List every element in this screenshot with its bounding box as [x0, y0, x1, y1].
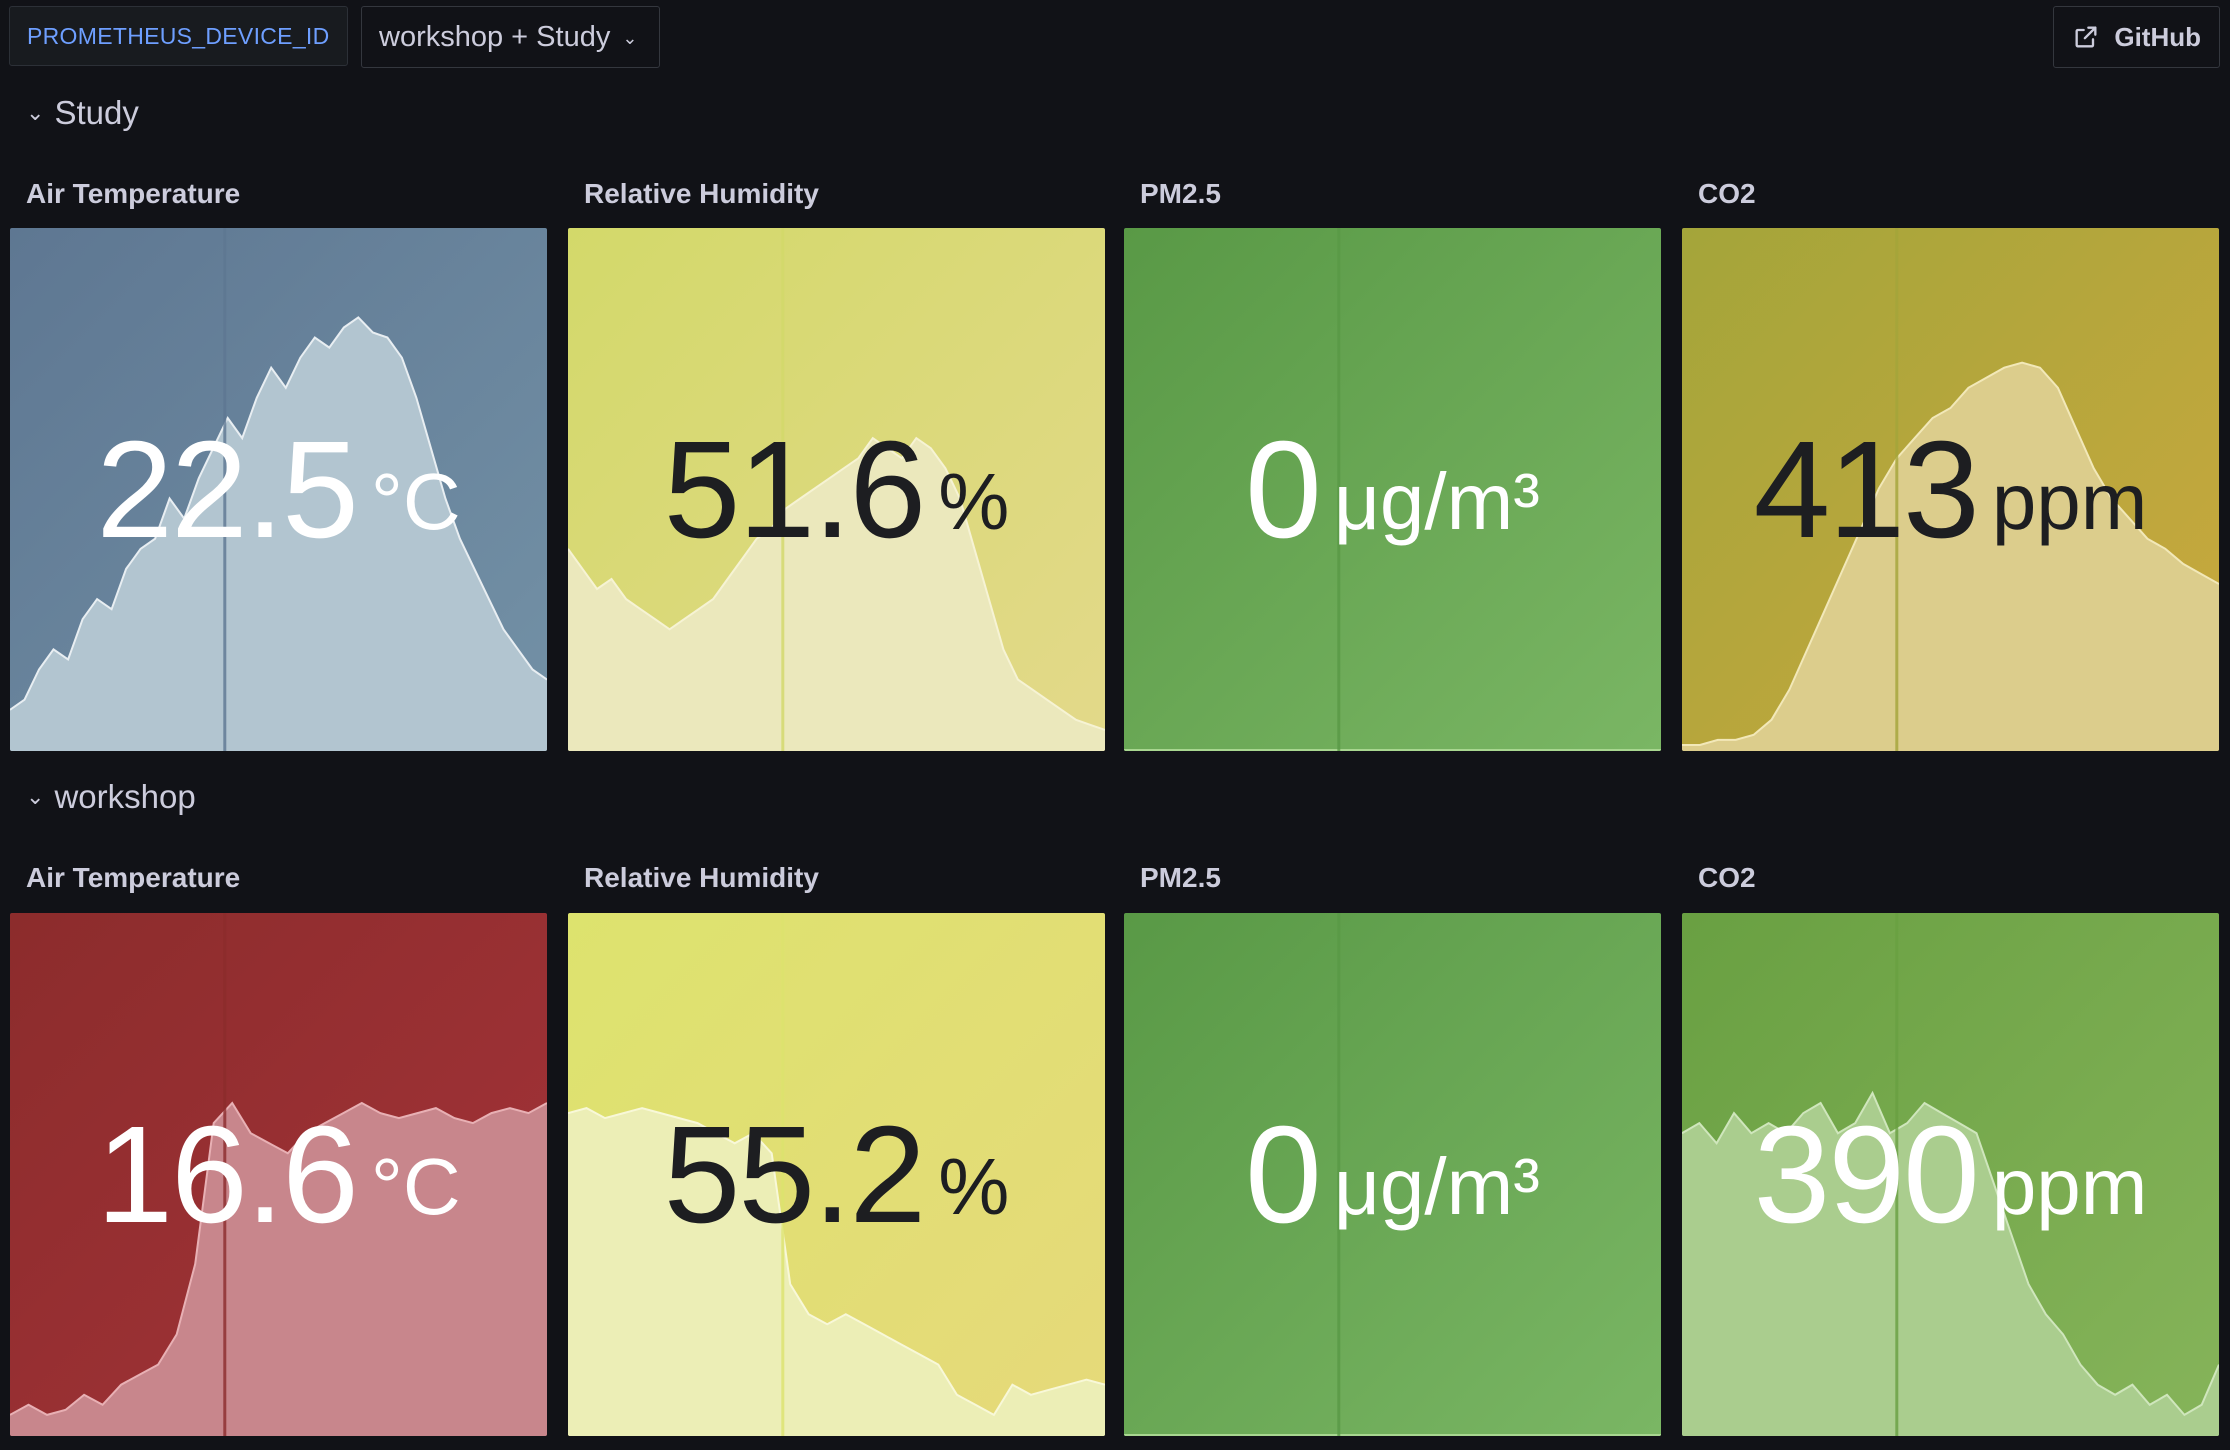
- row-header-study[interactable]: ⌄ Study: [26, 94, 139, 132]
- row-header-workshop[interactable]: ⌄ workshop: [26, 778, 196, 816]
- chevron-down-icon: ⌄: [622, 27, 638, 48]
- external-link-icon: [2075, 26, 2097, 48]
- chevron-down-icon: ⌄: [26, 100, 45, 125]
- stat-unit: %: [938, 1141, 1010, 1231]
- stat-panel[interactable]: 413 ppm: [1682, 228, 2219, 751]
- dashboard-toolbar: PROMETHEUS_DEVICE_ID workshop + Study ⌄ …: [0, 0, 2230, 72]
- stat-unit: μg/m³: [1333, 456, 1540, 546]
- github-link-button[interactable]: GitHub: [2053, 6, 2220, 68]
- stat-unit: %: [938, 456, 1010, 546]
- sparkline-line: [10, 1101, 547, 1416]
- sparkline-chart: [10, 913, 547, 1436]
- stat-value: 413: [1753, 412, 1980, 567]
- stat-panel[interactable]: 22.5 °C: [10, 228, 547, 751]
- chevron-down-icon: ⌄: [26, 784, 45, 809]
- stat-value: 55.2: [663, 1097, 927, 1252]
- stat-unit: °C: [370, 1141, 461, 1231]
- panel-title-relative-humidity: Relative Humidity: [584, 862, 819, 893]
- sparkline-chart: [1682, 228, 2219, 751]
- stat-value: 16.6: [96, 1097, 359, 1252]
- stat-unit: °C: [370, 456, 461, 546]
- stat-panel[interactable]: 16.6 °C: [10, 913, 547, 1436]
- stat-value: 22.5: [96, 412, 359, 567]
- sparkline-area: [568, 1108, 1105, 1436]
- stat-panel[interactable]: 55.2%: [568, 913, 1105, 1436]
- sparkline-chart: [10, 228, 547, 751]
- panel-title-co2: CO2: [1698, 862, 1756, 893]
- sparkline-chart: [568, 913, 1105, 1436]
- sparkline-line: [1682, 1090, 2219, 1417]
- stat-value: 0: [1245, 1097, 1322, 1252]
- variable-label: PROMETHEUS_DEVICE_ID: [9, 6, 348, 66]
- stat-unit: ppm: [1991, 456, 2148, 546]
- panel-title-co2: CO2: [1698, 178, 1756, 209]
- sparkline-area: [10, 317, 547, 751]
- panel-title-air-temperature: Air Temperature: [26, 862, 241, 893]
- sparkline-chart: [1124, 913, 1661, 1436]
- variable-select-value: workshop + Study: [379, 20, 611, 53]
- sparkline-area: [1682, 362, 2219, 751]
- stat-value: 51.6: [663, 412, 927, 567]
- variable-select[interactable]: workshop + Study ⌄: [361, 6, 661, 68]
- panel-title-pm25: PM2.5: [1140, 862, 1221, 893]
- github-label: GitHub: [2114, 21, 2201, 52]
- panel-title-air-temperature: Air Temperature: [26, 178, 241, 209]
- sparkline-chart: [1124, 228, 1661, 751]
- stat-unit: ppm: [1991, 1141, 2148, 1231]
- stat-unit: μg/m³: [1333, 1141, 1540, 1231]
- panel-title-pm25: PM2.5: [1140, 178, 1221, 209]
- panel-title-relative-humidity: Relative Humidity: [584, 178, 819, 209]
- row-title: workshop: [54, 778, 196, 815]
- sparkline-line: [1682, 361, 2219, 746]
- sparkline-area: [568, 438, 1105, 751]
- sparkline-area: [1682, 1093, 2219, 1436]
- stat-panel[interactable]: 0 μg/m³: [1124, 913, 1661, 1436]
- sparkline-line: [568, 436, 1105, 731]
- sparkline-area: [10, 1103, 547, 1436]
- stat-value: 0: [1245, 412, 1322, 567]
- row-title: Study: [54, 94, 139, 131]
- sparkline-line: [568, 1107, 1105, 1417]
- sparkline-line: [10, 316, 547, 711]
- stat-panel[interactable]: 0 μg/m³: [1124, 228, 1661, 751]
- stat-value: 390: [1753, 1097, 1980, 1252]
- stat-panel[interactable]: 390 ppm: [1682, 913, 2219, 1436]
- stat-panel[interactable]: 51.6%: [568, 228, 1105, 751]
- sparkline-chart: [568, 228, 1105, 751]
- sparkline-chart: [1682, 913, 2219, 1436]
